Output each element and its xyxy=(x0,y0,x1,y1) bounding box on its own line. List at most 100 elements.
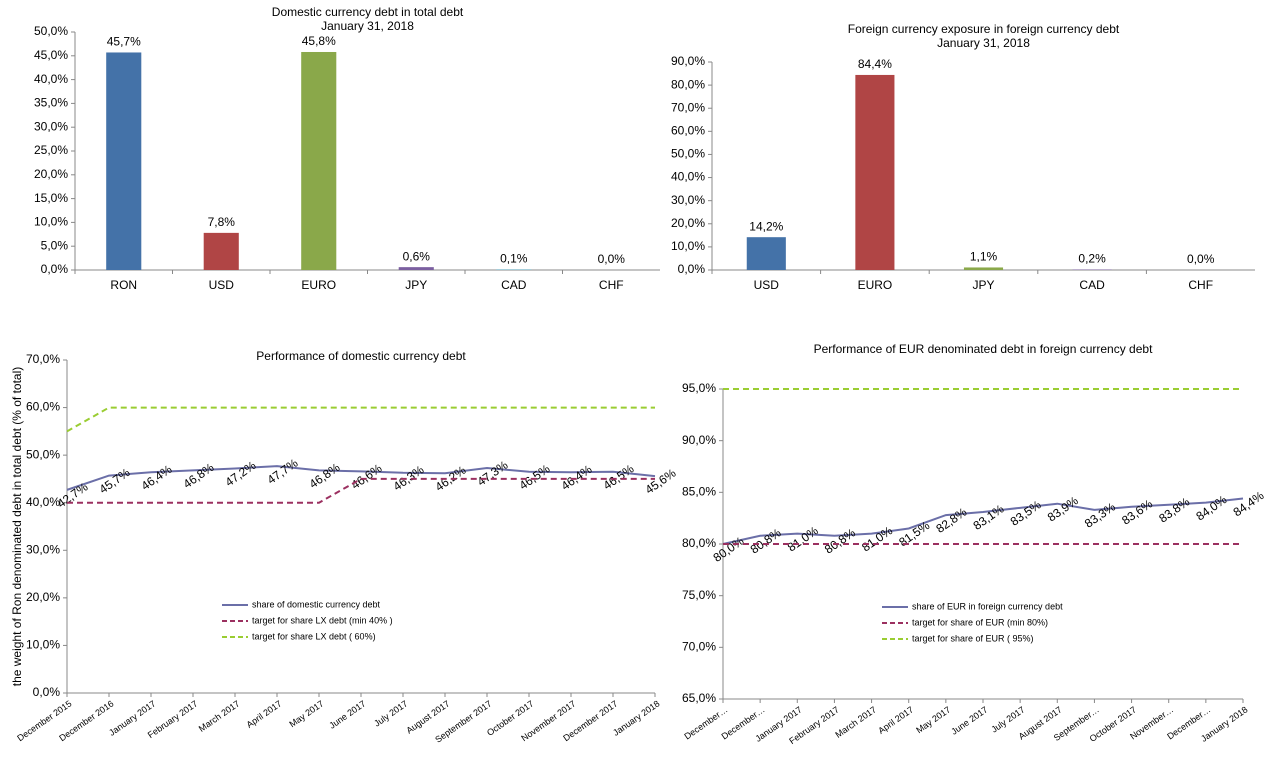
y-tick-label: 70,0% xyxy=(682,640,716,654)
y-tick-label: 50,0% xyxy=(34,24,68,38)
legend-label: share of domestic currency debt xyxy=(252,599,381,609)
data-label: 81,0% xyxy=(859,523,895,554)
y-tick-label: 10,0% xyxy=(26,638,60,652)
x-tick-label: JPY xyxy=(405,278,427,292)
data-label: 45,7% xyxy=(97,465,133,496)
y-tick-label: 40,0% xyxy=(34,72,68,86)
data-label: 83,5% xyxy=(1008,497,1044,528)
x-tick-label: June 2017 xyxy=(949,704,989,736)
y-tick-label: 25,0% xyxy=(34,143,68,157)
data-label: 83,3% xyxy=(1082,500,1118,531)
y-tick-label: 30,0% xyxy=(34,119,68,133)
x-tick-label: March 2017 xyxy=(197,698,242,733)
bar xyxy=(747,237,786,270)
data-label: 0,1% xyxy=(500,252,528,266)
legend-label: target for share LX debt (min 40% ) xyxy=(252,615,393,625)
y-tick-label: 30,0% xyxy=(26,542,60,556)
x-tick-label: EURO xyxy=(858,278,893,292)
bar xyxy=(399,267,434,270)
x-tick-label: CAD xyxy=(501,278,527,292)
y-tick-label: 10,0% xyxy=(671,239,705,253)
legend-label: share of EUR in foreign currency debt xyxy=(912,601,1063,611)
y-tick-label: 45,0% xyxy=(34,48,68,62)
y-tick-label: 20,0% xyxy=(34,167,68,181)
y-tick-label: 75,0% xyxy=(682,588,716,602)
series-line xyxy=(67,408,655,432)
x-tick-label: April 2017 xyxy=(245,698,284,729)
bar xyxy=(855,75,894,270)
data-label: 83,1% xyxy=(971,502,1007,533)
data-label: 45,7% xyxy=(107,35,141,49)
y-tick-label: 40,0% xyxy=(671,170,705,184)
data-label: 84,0% xyxy=(1193,492,1229,523)
y-tick-label: 70,0% xyxy=(26,352,60,366)
x-tick-label: June 2017 xyxy=(327,698,367,730)
y-tick-label: 20,0% xyxy=(671,216,705,230)
data-label: 0,2% xyxy=(1078,252,1106,266)
chart-title: Performance of EUR denominated debt in f… xyxy=(814,342,1154,356)
data-label: 83,6% xyxy=(1119,496,1155,527)
bar xyxy=(964,267,1003,270)
data-label: 80,8% xyxy=(748,525,784,556)
y-tick-label: 50,0% xyxy=(26,447,60,461)
data-label: 47,7% xyxy=(265,456,301,487)
data-label: 84,4% xyxy=(1231,488,1267,519)
y-tick-label: 20,0% xyxy=(26,590,60,604)
x-tick-label: March 2017 xyxy=(833,704,878,739)
bar xyxy=(204,233,239,270)
y-tick-label: 0,0% xyxy=(678,262,706,276)
legend-label: target for share of EUR (min 80%) xyxy=(912,617,1048,627)
y-tick-label: 35,0% xyxy=(34,96,68,110)
y-tick-label: 40,0% xyxy=(26,495,60,509)
y-tick-label: 80,0% xyxy=(682,536,716,550)
data-label: 46,5% xyxy=(601,461,637,492)
y-tick-label: 95,0% xyxy=(682,381,716,395)
data-label: 46,4% xyxy=(139,462,175,493)
data-label: 46,5% xyxy=(517,461,553,492)
data-label: 46,8% xyxy=(181,460,217,491)
x-tick-label: JPY xyxy=(972,278,994,292)
y-tick-label: 0,0% xyxy=(33,685,61,699)
data-label: 45,8% xyxy=(302,34,336,48)
y-tick-label: 90,0% xyxy=(671,54,705,68)
legend-label: target for share of EUR ( 95%) xyxy=(912,633,1034,643)
data-label: 14,2% xyxy=(749,219,783,233)
y-tick-label: 65,0% xyxy=(682,691,716,705)
data-label: 80,8% xyxy=(822,525,858,556)
data-label: 46,4% xyxy=(559,462,595,493)
y-tick-label: 50,0% xyxy=(671,147,705,161)
data-label: 42,7% xyxy=(55,480,91,511)
y-tick-label: 30,0% xyxy=(671,193,705,207)
y-tick-label: 85,0% xyxy=(682,485,716,499)
legend-label: target for share LX debt ( 60%) xyxy=(252,631,376,641)
data-label: 82,8% xyxy=(933,505,969,536)
x-tick-label: USD xyxy=(754,278,780,292)
x-tick-label: CHF xyxy=(599,278,624,292)
x-tick-label: CHF xyxy=(1188,278,1213,292)
y-tick-label: 10,0% xyxy=(34,215,68,229)
data-label: 83,8% xyxy=(1156,494,1192,525)
chart-title: Domestic currency debt in total debt xyxy=(272,5,464,19)
data-label: 0,0% xyxy=(1187,252,1215,266)
x-tick-label: RON xyxy=(110,278,137,292)
data-label: 46,6% xyxy=(349,461,385,492)
y-tick-label: 80,0% xyxy=(671,77,705,91)
data-label: 0,6% xyxy=(403,249,431,263)
y-tick-label: 5,0% xyxy=(41,238,69,252)
data-label: 45,6% xyxy=(643,466,679,497)
data-label: 84,4% xyxy=(858,57,892,71)
data-label: 47,3% xyxy=(475,458,511,489)
x-tick-label: July 2017 xyxy=(372,698,409,728)
y-tick-label: 90,0% xyxy=(682,433,716,447)
x-tick-label: May 2017 xyxy=(914,704,952,735)
bar xyxy=(301,52,336,270)
chart-title: Foreign currency exposure in foreign cur… xyxy=(848,22,1120,36)
x-tick-label: April 2017 xyxy=(876,704,915,735)
y-tick-label: 0,0% xyxy=(41,262,69,276)
data-label: 83,9% xyxy=(1045,493,1081,524)
x-tick-label: January 2018 xyxy=(611,698,661,737)
chart-subtitle: January 31, 2018 xyxy=(937,36,1030,50)
x-tick-label: USD xyxy=(209,278,235,292)
data-label: 0,0% xyxy=(598,252,626,266)
